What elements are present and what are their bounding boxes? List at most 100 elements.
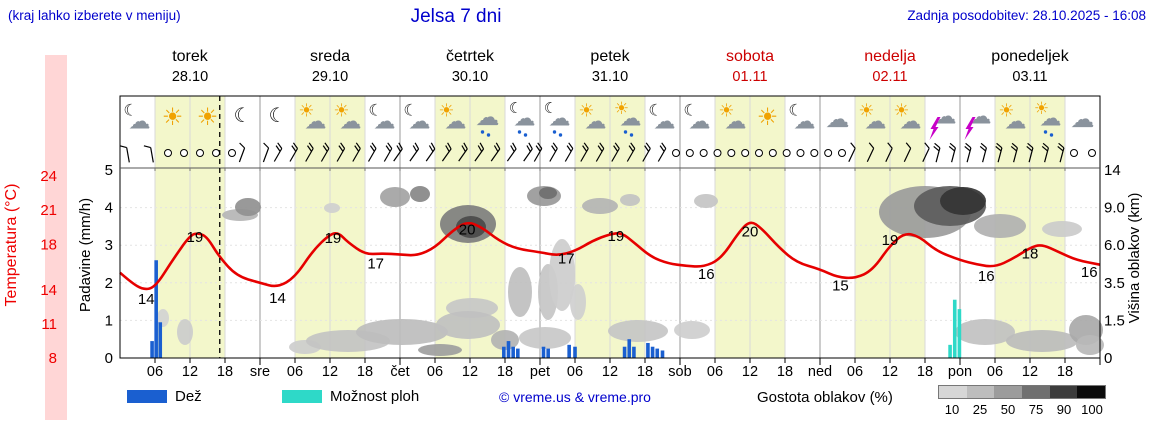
calm-wind-icon [228,149,236,157]
rain-bar [632,346,636,358]
wind-barb-icon [352,148,361,162]
sun-icon: ☀ [1034,99,1049,119]
cloud-icon: ☁ [549,107,571,132]
cloud-density-scale [938,385,1106,399]
raindrop-icon [480,130,485,134]
wind-barb-icon [1028,147,1034,163]
svg-text:18: 18 [917,364,933,380]
shower-bar [952,299,957,358]
copyright-link[interactable]: © vreme.us & vreme.pro [499,389,651,405]
rain-bar [154,260,158,358]
precipitation-bars [150,260,962,358]
rain-bar [627,339,632,358]
svg-text:6.0: 6.0 [1104,237,1125,254]
sun-icon: ☀ [718,101,734,122]
cloud-icon: ☁ [445,110,467,135]
cloud-icon: ☁ [129,110,151,135]
svg-text:4: 4 [105,200,113,217]
rain-bar [150,341,154,358]
rain-bar [650,346,655,358]
moon-icon: ☾ [648,101,662,120]
temperature-axis-strip [45,55,67,420]
calm-wind-icon [685,149,694,157]
day-date: 01.11 [732,69,768,85]
wind-barb-icon [474,148,485,162]
wind-barb-icon [611,148,620,162]
svg-text:20: 20 [459,222,476,239]
svg-text:15: 15 [832,277,849,294]
day-name: torek [172,48,208,65]
wind-barb-icon [922,147,930,163]
day-name: nedelja [864,48,916,65]
svg-text:16: 16 [978,268,995,285]
svg-text:9.0: 9.0 [1104,200,1125,217]
svg-text:sob: sob [668,364,691,380]
density-segment [1022,386,1050,398]
wind-barb-icon [523,148,533,162]
svg-text:0: 0 [105,350,113,367]
day-header-nedelja: nedelja 02.11 [820,48,960,85]
wind-barb-icon [595,148,605,162]
wind-barb-icon [506,148,517,162]
calm-wind-icon [164,149,172,157]
wind-barb-icon [982,147,987,163]
svg-text:sre: sre [250,364,270,380]
cloud-icon: ☁ [654,110,676,135]
svg-text:12: 12 [1022,364,1038,380]
svg-text:12: 12 [322,364,338,380]
wind-barb-icon [289,148,299,162]
density-segment [939,386,967,398]
precip-tick-labels: 5 4 3 2 1 0 [105,162,113,367]
cloud-icon: ☁ [725,110,747,135]
cloud-icon: ☁ [514,107,536,132]
shower-legend-swatch [282,390,322,403]
cloud-icon: ☁ [374,110,396,135]
raindrop-icon [1049,133,1054,137]
calm-wind-icon [727,149,736,157]
moon-icon: ☾ [234,103,252,127]
wind-barb-icon [305,148,314,162]
day-date: 30.10 [451,69,489,85]
wind-barb-icon [367,148,377,162]
svg-text:16: 16 [698,266,715,283]
density-segment [994,386,1023,398]
sun-icon: ☀ [893,101,909,122]
svg-text:14: 14 [138,291,155,308]
sun-icon: ☀ [298,101,314,122]
calm-wind-icon [713,149,722,157]
moon-icon: ☾ [123,101,137,120]
svg-text:06: 06 [567,364,583,380]
day-date: 02.11 [872,69,908,85]
cloud-layers [157,186,1104,356]
svg-text:06: 06 [147,364,163,380]
raindrop-icon [629,133,634,137]
cloud-icon: ☁ [865,110,887,135]
calm-wind-icon [755,149,763,157]
day-name: petek [590,48,630,65]
day-date: 28.10 [171,69,209,85]
svg-text:16: 16 [1081,264,1098,281]
day-name: ponedeljek [991,48,1069,65]
lightning-icon [964,117,976,140]
day-header-sreda: sreda 29.10 [260,48,400,85]
sun-icon: ☀ [197,103,219,131]
svg-text:11: 11 [41,316,57,333]
wind-barb-icon [425,148,436,162]
calm-wind-icon [810,149,819,157]
cloud-icon: ☁ [1005,110,1027,135]
sun-icon: ☀ [757,103,779,131]
cloud-icon: ☁ [409,110,431,135]
rain-bar [541,346,546,358]
shower-legend-label: Možnost ploh [330,388,420,405]
svg-text:06: 06 [287,364,303,380]
cloud-density-ticks: 10 25 50 75 90 100 [938,402,1106,417]
sun-icon: ☀ [162,103,184,131]
moon-icon: ☾ [269,103,287,127]
day-header-petek: petek 31.10 [540,48,680,85]
svg-text:12: 12 [182,364,198,380]
svg-text:0: 0 [1104,350,1112,367]
moon-icon: ☾ [403,101,417,120]
moon-icon: ☾ [368,101,382,120]
wind-barb-icon [564,148,574,162]
